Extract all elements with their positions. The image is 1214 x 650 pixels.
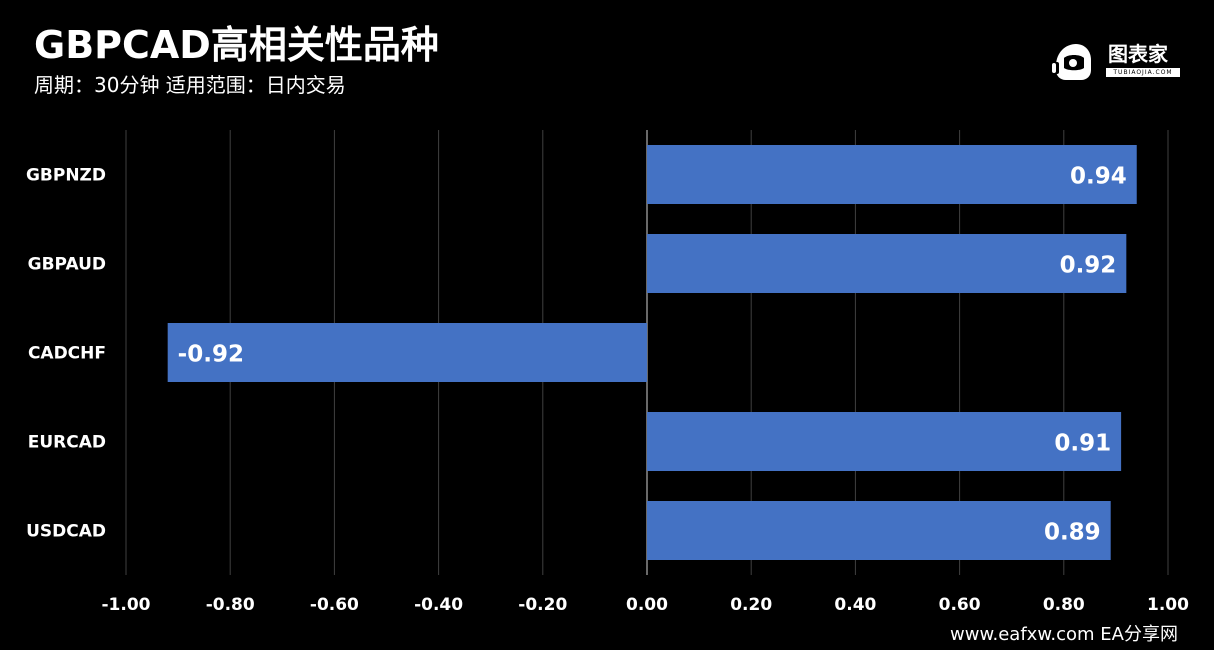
value-label: 0.92	[1060, 253, 1117, 279]
chart-subtitle: 周期：30分钟 适用范围：日内交易	[34, 73, 346, 97]
value-label: -0.92	[178, 342, 244, 368]
bar-cadchf	[167, 323, 647, 382]
category-label: EURCAD	[28, 433, 106, 453]
robot-head-icon	[1052, 44, 1091, 80]
watermark-text: www.eafxw.com EA分享网	[950, 624, 1178, 645]
x-tick-label: -0.40	[414, 595, 463, 615]
x-tick-label: -0.80	[206, 595, 255, 615]
value-label: 0.91	[1054, 431, 1111, 457]
value-label: 0.89	[1044, 520, 1101, 546]
x-tick-label: -0.20	[518, 595, 567, 615]
category-label: CADCHF	[28, 344, 106, 364]
category-label: USDCAD	[26, 522, 106, 542]
bar-eurcad	[647, 412, 1122, 471]
brand-logo: 图表家 TUBIAOJIA.COM	[1050, 40, 1182, 84]
x-tick-label: 0.40	[834, 595, 876, 615]
x-tick-label: 0.00	[626, 595, 668, 615]
x-tick-label: -0.60	[310, 595, 359, 615]
chart-title: GBPCAD高相关性品种	[34, 23, 439, 67]
logo-domain: TUBIAOJIA.COM	[1106, 68, 1180, 77]
category-label: GBPAUD	[28, 255, 106, 275]
bar-gbpnzd	[647, 145, 1137, 204]
bar-gbpaud	[647, 234, 1127, 293]
logo-name: 图表家	[1108, 42, 1168, 66]
x-tick-label: -1.00	[102, 595, 151, 615]
x-tick-label: 0.60	[939, 595, 981, 615]
x-tick-label: 0.80	[1043, 595, 1085, 615]
x-tick-label: 0.20	[730, 595, 772, 615]
value-label: 0.94	[1070, 164, 1127, 190]
x-tick-label: 1.00	[1147, 595, 1189, 615]
category-label: GBPNZD	[26, 166, 106, 186]
bar-usdcad	[647, 501, 1111, 560]
